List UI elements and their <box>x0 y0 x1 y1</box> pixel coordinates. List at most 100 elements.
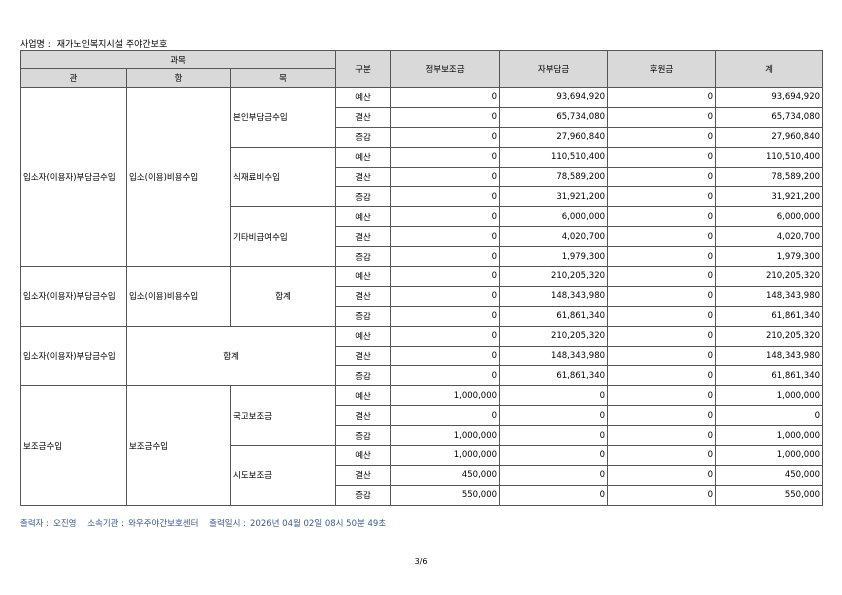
amount-cell: 0 <box>390 365 501 387</box>
type-cell: 예산 <box>335 206 392 228</box>
amount-cell: 0 <box>607 464 717 486</box>
hang-cell: 보조금수입 <box>126 385 231 506</box>
amount-cell: 450,000 <box>390 464 501 486</box>
gwan-cell: 입소자(이용자)부담금수입 <box>20 266 127 327</box>
amount-cell: 0 <box>607 266 717 287</box>
amount-cell: 0 <box>390 285 501 307</box>
amount-cell: 210,205,320 <box>715 266 824 287</box>
amount-cell: 0 <box>499 445 609 466</box>
table-row: 기타비급여수입 예산 0 6,000,000 0 6,000,000 <box>21 206 824 268</box>
amount-cell: 31,921,200 <box>499 186 609 208</box>
header-cell: 자부담금 <box>499 50 609 88</box>
sum-label: 합계 <box>125 325 337 387</box>
amount-cell: 0 <box>390 246 501 268</box>
type-cell: 증감 <box>335 186 392 208</box>
type-cell: 증감 <box>335 365 392 387</box>
table-row: 증감 0 27,960,840 0 27,960,840 <box>21 126 824 148</box>
mok-cell: 기타비급여수입 <box>229 206 337 268</box>
amount-cell: 0 <box>607 186 717 208</box>
amount-cell: 0 <box>607 246 717 268</box>
amount-cell: 27,960,840 <box>715 126 824 148</box>
type-cell: 예산 <box>335 87 392 108</box>
footer-label: 소속기관 : <box>87 519 125 529</box>
page-number: 3/6 <box>414 557 428 566</box>
header: 사업명 : 재가노인복지시설 주야간보호 <box>20 37 173 50</box>
amount-cell: 0 <box>499 405 609 427</box>
budget-table: 과목 구분 정부보조금 자부담금 후원금 계 관 항 목 입소자(이용자)부담금… <box>19 50 824 506</box>
amount-cell: 0 <box>607 405 717 427</box>
header-cell: 과목 <box>19 50 337 69</box>
amount-cell: 1,000,000 <box>715 425 824 447</box>
amount-cell: 1,000,000 <box>715 445 824 466</box>
footer-label: 출력자 : <box>20 519 50 529</box>
table-row: 입소자(이용자)부담금수입 합계 예산 0 210,205,320 0 210,205,32… <box>20 325 824 387</box>
amount-cell: 1,000,000 <box>390 385 501 407</box>
amount-cell: 210,205,320 <box>715 325 824 347</box>
amount-cell: 6,000,000 <box>499 206 609 228</box>
amount-cell: 61,861,340 <box>715 305 824 327</box>
amount-cell: 0 <box>390 325 501 347</box>
amount-cell: 0 <box>607 285 717 307</box>
table-row: 결산 0 148,343,980 0 148,343,980 <box>21 345 824 367</box>
header-cell: 계 <box>715 50 824 88</box>
amount-cell: 0 <box>390 226 501 248</box>
table-row: 입소자(이용자)부담금수입 입소(이용)비용수입 본인부담금수입 예산 0 93,694,… <box>20 86 824 268</box>
table-row: 결산 0 65,734,080 0 65,734,080 <box>21 106 824 128</box>
type-cell: 결산 <box>335 106 392 128</box>
mok-cell: 본인부담금수입 <box>229 87 337 148</box>
amount-cell: 0 <box>390 266 501 287</box>
amount-cell: 0 <box>607 365 717 387</box>
amount-cell: 0 <box>390 106 501 128</box>
table-row: 입소자(이용자)부담금수입 입소(이용)비용수입 합계 예산 0 210,205,320 0… <box>20 266 824 327</box>
amount-cell: 0 <box>607 226 717 248</box>
mok-cell: 합계 <box>229 266 337 327</box>
amount-cell: 31,921,200 <box>715 186 824 208</box>
type-cell: 예산 <box>335 445 392 466</box>
table-row: 증감 550,000 0 0 550,000 <box>21 484 824 506</box>
amount-cell: 148,343,980 <box>499 345 609 367</box>
type-cell: 증감 <box>335 425 392 447</box>
gwan-cell: 입소자(이용자)부담금수입 <box>20 325 127 387</box>
table-row: 증감 0 61,861,340 0 61,861,340 <box>21 365 824 387</box>
amount-cell: 78,589,200 <box>715 166 824 188</box>
table-row: 증감 0 61,861,340 0 61,861,340 <box>21 305 824 327</box>
header-cell: 목 <box>229 68 337 88</box>
table-row: 시도보조금 예산 1,000,000 0 0 1,000,000 <box>21 445 824 506</box>
amount-cell: 0 <box>390 146 501 168</box>
amount-cell: 0 <box>607 325 717 347</box>
amount-cell: 148,343,980 <box>499 285 609 307</box>
type-cell: 예산 <box>335 266 392 287</box>
type-cell: 결산 <box>335 285 392 307</box>
amount-cell: 65,734,080 <box>715 106 824 128</box>
amount-cell: 61,861,340 <box>715 365 824 387</box>
amount-cell: 6,000,000 <box>715 206 824 228</box>
type-cell: 예산 <box>335 325 392 347</box>
mok-cell: 시도보조금 <box>229 445 337 506</box>
type-cell: 결산 <box>335 226 392 248</box>
footer-value: 오진영 <box>53 519 77 529</box>
type-cell: 결산 <box>335 405 392 427</box>
amount-cell: 27,960,840 <box>499 126 609 148</box>
footer: 출력자 : 오진영 소속기관 : 와우주야간보호센터 출력일시 :2026년 04월… <box>20 517 394 529</box>
amount-cell: 0 <box>390 206 501 228</box>
amount-cell: 0 <box>607 106 717 128</box>
amount-cell: 0 <box>499 484 609 506</box>
amount-cell: 210,205,320 <box>499 325 609 347</box>
amount-cell: 93,694,920 <box>499 87 609 108</box>
amount-cell: 1,979,300 <box>715 246 824 268</box>
mok-cell: 국고보조금 <box>229 385 337 447</box>
amount-cell: 0 <box>499 385 609 407</box>
hang-cell: 입소(이용)비용수입 <box>126 86 231 268</box>
amount-cell: 550,000 <box>390 484 501 506</box>
amount-cell: 0 <box>390 405 501 427</box>
amount-cell: 0 <box>607 385 717 407</box>
amount-cell: 0 <box>499 425 609 447</box>
amount-cell: 148,343,980 <box>715 285 824 307</box>
table-row: 결산 0 78,589,200 0 78,589,200 <box>21 166 824 188</box>
amount-cell: 0 <box>390 186 501 208</box>
type-cell: 증감 <box>335 305 392 327</box>
amount-cell: 0 <box>607 305 717 327</box>
amount-cell: 0 <box>607 126 717 148</box>
amount-cell: 1,000,000 <box>390 445 501 466</box>
amount-cell: 61,861,340 <box>499 365 609 387</box>
